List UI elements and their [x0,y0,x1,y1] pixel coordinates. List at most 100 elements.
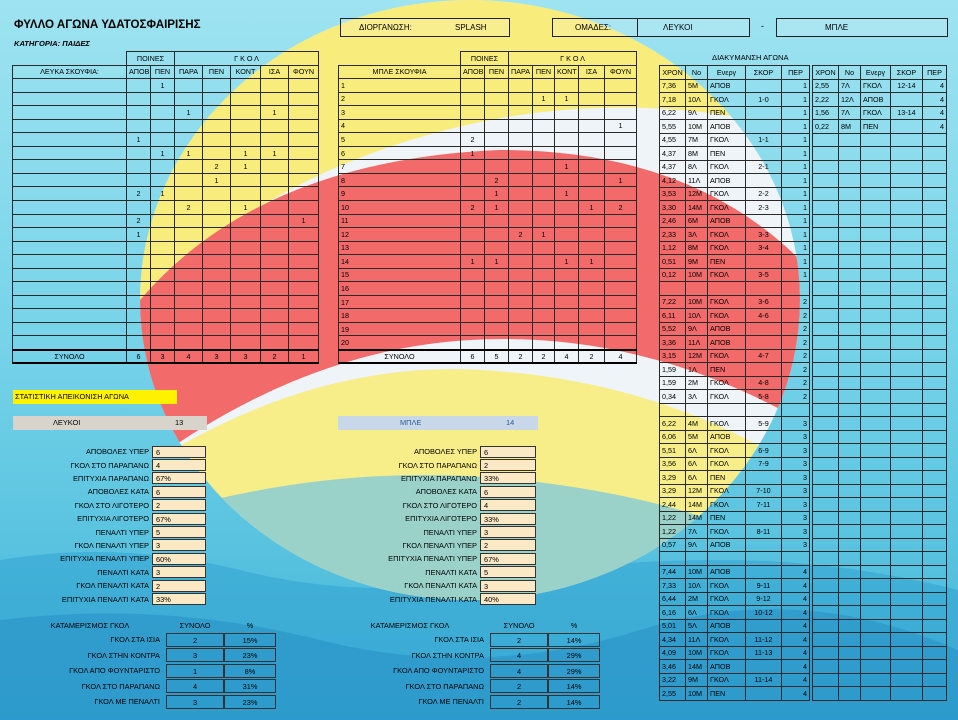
blue-col-header-4: ΠΕΝ [532,64,555,80]
progress-right-event-row [812,186,947,201]
white-stat-value: 5 [152,526,206,539]
blue-stat-cell [554,335,579,351]
blue-player-row: 14 1 1 1 1 [338,254,638,269]
white-stat-cell [287,294,320,310]
progress-left-event-cell: 1,22 [659,510,686,525]
progress-left-event-cell: 3 [781,483,810,498]
blue-stat-value: 67% [480,552,536,565]
progress-right-event-row [812,632,947,647]
progress-left-event-cell: 9Λ [685,105,708,120]
white-stat-cell: 1 [230,145,261,161]
progress-left-event-cell: 1,12 [659,240,686,255]
progress-right-event-cell [838,497,861,512]
progress-left-event-cell [781,402,810,417]
blue-dist-cell: ΓΚΟΛ ΣΤΑ ΙΣΙΑ [434,635,484,644]
progress-right-event-cell: 0,22 [812,119,839,134]
white-stat-cell [126,105,151,120]
blue-stat-cell: 1 [460,145,485,161]
progress-left-event-cell: 2,44 [659,497,686,512]
progress-left-event-cell: 1 [781,78,810,93]
blue-stat-cell [508,240,533,256]
progress-left-event-cell: 7,36 [659,78,686,93]
white-stat-cell: 2 [126,186,151,201]
progress-left-event-cell: 2 [781,321,810,336]
blue-stat-cell: 1 [578,200,605,215]
progress-right-event-cell [922,308,947,323]
progress-right-event-cell: 4 [922,119,947,134]
progress-right-col-header: Ενεργ [860,65,891,80]
blue-stat-cell [578,186,605,201]
progress-right-event-cell: 4 [922,78,947,93]
white-dist-header-cell: ΣΥΝΟΛΟ [179,621,211,630]
white-stat-cell [260,200,289,215]
progress-left-event-cell: 10Λ [685,92,708,107]
progress-right-event-cell [812,402,839,417]
blue-dist-header-cell: % [570,621,578,630]
progress-left-event-cell: 9-12 [745,591,782,606]
white-player-cell [12,172,127,188]
progress-right-event-cell [860,267,891,282]
category-label: ΚΑΤΗΓΟΡΙΑ: ΠΑΙΔΕΣ [14,40,90,48]
blue-player-cell: 19 [338,321,461,337]
progress-right-event-cell: 4 [922,92,947,107]
blue-score-value: 14 [506,419,515,427]
white-stat-cell [202,254,231,269]
progress-right-event-cell [838,335,861,350]
white-stat-label: ΑΠΟΒΟΛΕΣ ΚΑΤΑ [87,487,149,497]
blue-player-row: 12 2 1 [338,227,638,242]
white-stat-cell [126,200,151,215]
blue-stat-cell [484,159,509,174]
white-stat-cell [230,213,261,229]
blue-dist-cell: ΓΚΟΛ ΣΤΗΝ ΚΟΝΤΡΑ [411,651,484,659]
blue-stat-cell [554,321,579,337]
progress-left-event-cell: 7Λ [685,524,708,539]
blue-stat-cell [578,145,605,161]
white-stat-cell [260,213,289,229]
blue-stat-cell: 1 [554,186,579,201]
progress-left-event-cell: 1,59 [659,362,686,377]
white-dist-cell: 1 [166,663,224,678]
progress-right-event-cell [838,456,861,471]
white-stat-cell [230,91,261,107]
progress-left-event-cell [685,551,708,566]
progress-right-event-row: 0,22 8Μ ΠΕΝ 4 [812,119,947,134]
white-col-header-6: ΙΣΑ [260,64,289,80]
progress-left-event-cell: 14Μ [685,659,708,674]
white-stat-label: ΠΕΝΑΛΤΙ ΚΑΤΑ [97,567,149,577]
progress-left-event-cell [745,281,782,296]
progress-left-event-cell: 1 [781,132,810,147]
progress-right-event-cell [890,429,923,444]
progress-right-event-cell [922,375,947,390]
progress-right-event-cell [812,375,839,390]
progress-left-event-cell: 1-0 [745,92,782,107]
progress-left-event-cell [745,686,782,701]
progress-left-event-cell: ΓΚΟΛ [707,159,746,174]
progress-right-event-cell [860,510,891,525]
progress-right-event-cell [838,578,861,593]
white-stat-cell [174,159,203,174]
progress-left-event-cell: 14Μ [685,510,708,525]
white-stat-cell [150,159,175,174]
progress-left-event-cell: ΓΚΟΛ [707,348,746,363]
blue-player-cell: 16 [338,281,461,296]
progress-left-event-cell: 6,22 [659,416,686,431]
progress-right-event-row [812,672,947,687]
progress-left-event-cell: 14Μ [685,200,708,215]
progress-left-event-cell: 3-6 [745,294,782,309]
white-dist-cell: 8% [224,663,276,678]
blue-stat-cell [508,267,533,283]
progress-right-event-cell [838,267,861,282]
blue-player-cell: 20 [338,335,461,351]
white-stat-cell [230,321,261,337]
progress-left-event-cell: 6Λ [685,443,708,458]
progress-left-event-cell: ΓΚΟΛ [707,132,746,147]
progress-left-event-cell: ΠΕΝ [707,510,746,525]
progress-left-event-cell: 2-3 [745,200,782,215]
white-stat-cell: 1 [126,227,151,242]
white-dist-cell: ΓΚΟΛ ΑΠΟ ΦΟΥΝΤΑΡΙΣΤΟ [69,667,160,675]
progress-right-event-cell [890,281,923,296]
blue-stat-cell: 1 [603,172,638,188]
white-stat-label: ΠΕΝΑΛΤΙ ΥΠΕΡ [95,527,149,537]
progress-right-event-cell [922,483,947,498]
blue-stat-label: ΕΠΙΤΥΧΙΑ ΠΕΝΑΛΤΙ ΥΠΕΡ [388,554,477,564]
